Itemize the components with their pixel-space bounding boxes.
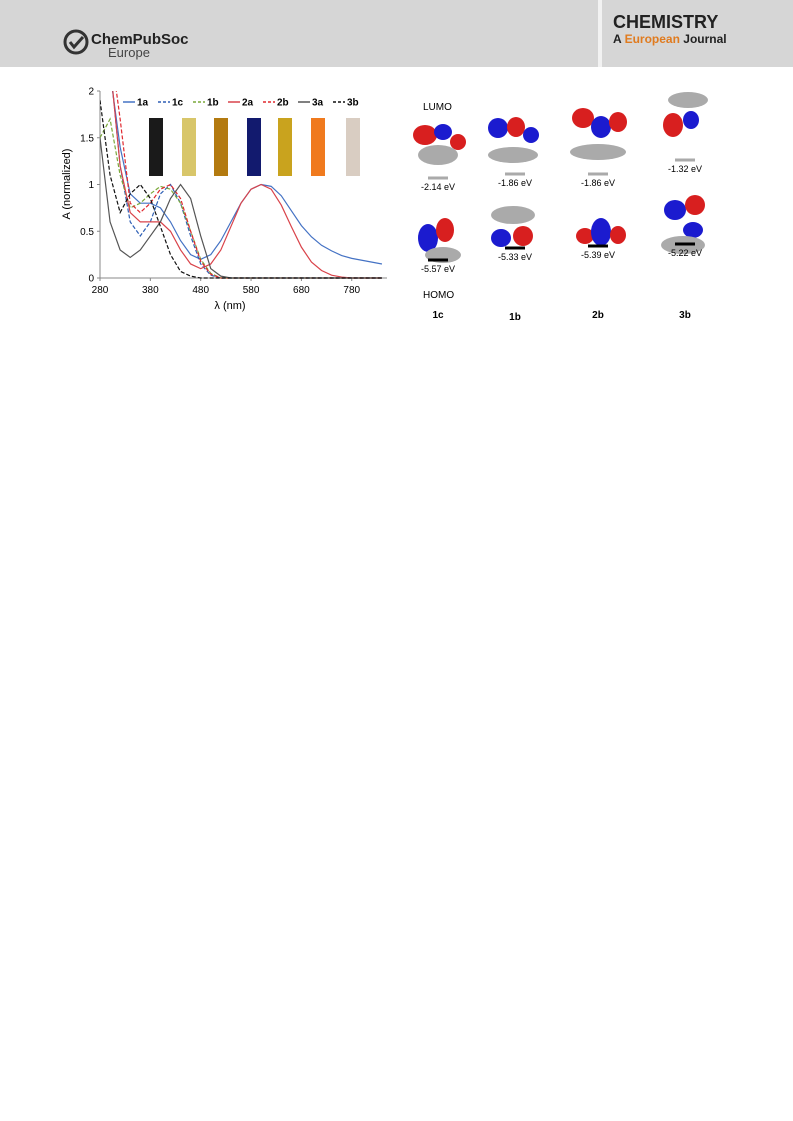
x-axis-label: λ (nm)	[214, 300, 245, 312]
x-tick-label: 380	[142, 285, 159, 296]
journal-european: European	[625, 32, 680, 46]
homo-label: HOMO	[423, 290, 454, 301]
frame	[488, 147, 538, 163]
lobe	[664, 200, 686, 220]
lobe	[434, 124, 452, 140]
homo-energy: -5.39 eV	[581, 250, 615, 260]
lobe	[610, 226, 626, 244]
lumo-energy: -1.86 eV	[581, 178, 615, 188]
header-divider	[598, 0, 602, 67]
lobe	[488, 118, 508, 138]
vial	[149, 118, 163, 176]
lobe	[413, 125, 437, 145]
compound-label: 1c	[432, 310, 444, 321]
lobe	[436, 218, 454, 242]
frame	[418, 145, 458, 165]
lobe	[663, 113, 683, 137]
homo-energy: -5.57 eV	[421, 264, 455, 274]
compound-label: 3b	[679, 310, 691, 321]
frame	[570, 144, 626, 160]
lobe	[576, 228, 594, 244]
frame	[491, 206, 535, 224]
lumo-label: LUMO	[423, 102, 452, 113]
x-tick-label: 480	[192, 285, 209, 296]
frame	[668, 92, 708, 108]
society-sub: Europe	[108, 45, 150, 60]
lumo-energy: -2.14 eV	[421, 182, 455, 192]
journal: CHEMISTRY	[613, 12, 718, 32]
vial	[311, 118, 325, 176]
lobe	[450, 134, 466, 150]
vial	[182, 118, 196, 176]
lobe	[572, 108, 594, 128]
lobe	[491, 229, 511, 247]
y-tick-label: 2	[88, 87, 94, 98]
lobe	[683, 111, 699, 129]
legend-label: 2b	[277, 98, 289, 109]
homo-energy: -5.22 eV	[668, 248, 702, 258]
y-tick-label: 0	[88, 274, 94, 285]
lobe	[609, 112, 627, 132]
lobe	[523, 127, 539, 143]
lumo-energy: -1.32 eV	[668, 164, 702, 174]
lobe	[591, 218, 611, 246]
header-band	[0, 0, 793, 67]
legend-label: 1b	[207, 98, 219, 109]
lobe	[513, 226, 533, 246]
lobe	[591, 116, 611, 138]
compound-label: 1b	[509, 312, 521, 323]
data-line	[100, 100, 382, 279]
compound-label: 2b	[592, 310, 604, 321]
logo-icon	[63, 29, 89, 55]
legend-label: 1a	[137, 98, 149, 109]
vial	[346, 118, 360, 176]
vial	[247, 118, 261, 176]
society: ChemPubSoc	[91, 31, 189, 48]
homo-energy: -5.33 eV	[498, 252, 532, 262]
data-line	[112, 91, 382, 279]
lobe	[683, 222, 703, 238]
vials	[149, 118, 360, 176]
lobe	[507, 117, 525, 137]
y-tick-label: 1.5	[80, 133, 94, 144]
vial	[214, 118, 228, 176]
chart: λ (nm) A (normalized) 0 0.5 1 1.5 2 280 380 480…	[61, 87, 387, 312]
y-axis-label: A (normalized)	[61, 149, 73, 220]
x-tick-label: 780	[343, 285, 360, 296]
legend-label: 3a	[312, 98, 324, 109]
orbital-blobs	[413, 92, 708, 263]
journal-journal: Journal	[683, 32, 726, 46]
data-line	[100, 137, 382, 279]
legend-label: 2a	[242, 98, 254, 109]
lumo-energy: -1.86 eV	[498, 178, 532, 188]
lobe	[418, 224, 438, 252]
legend-label: 1c	[172, 98, 184, 109]
orbital-diagram: LUMO HOMO 1c -2.14 eV -5.57 eV 1b -1.86 eV -5…	[413, 92, 708, 323]
lobe	[685, 195, 705, 215]
legend-label: 3b	[347, 98, 359, 109]
x-tick-label: 580	[243, 285, 260, 296]
x-tick-label: 280	[92, 285, 109, 296]
logo-check	[68, 35, 85, 50]
journal-sub: A European Journal	[613, 32, 727, 46]
y-tick-label: 0.5	[80, 227, 94, 238]
journal-a: A	[613, 32, 622, 46]
vial	[278, 118, 292, 176]
y-tick-label: 1	[88, 180, 94, 191]
x-tick-label: 680	[293, 285, 310, 296]
header: ChemPubSoc Europe CHEMISTRY A European J…	[0, 0, 793, 67]
